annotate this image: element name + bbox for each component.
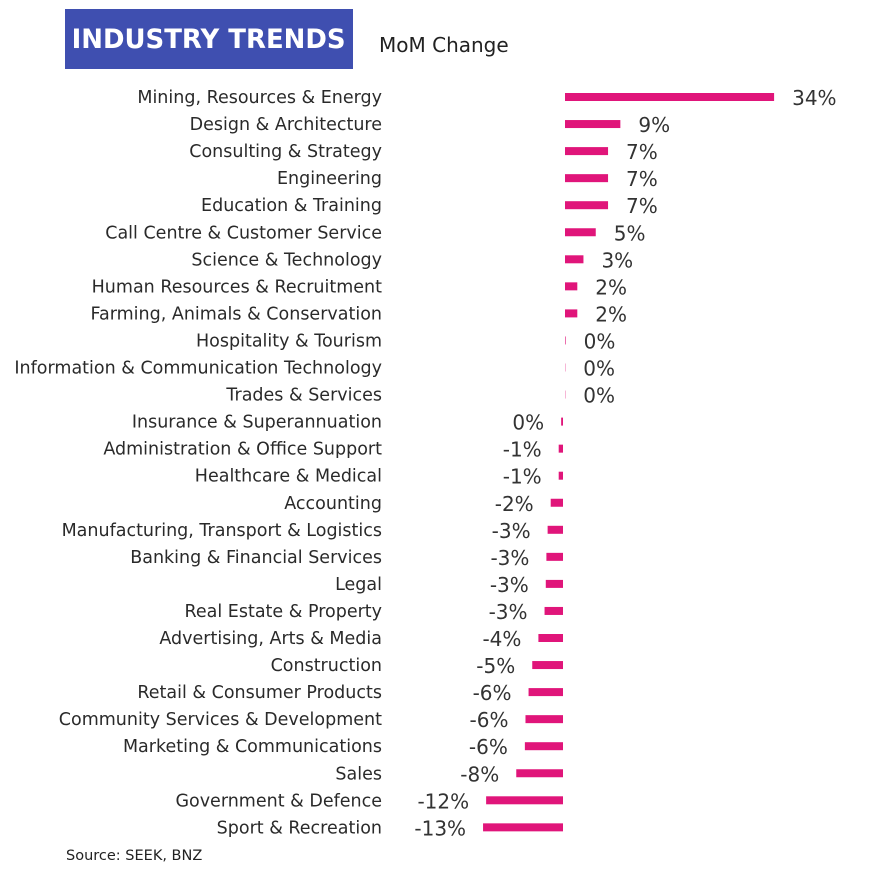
- bar: [565, 309, 578, 318]
- bar: [538, 634, 563, 642]
- category-label: Education & Training: [201, 196, 382, 216]
- category-label: Administration & Office Support: [103, 440, 382, 460]
- data-label: -6%: [469, 735, 508, 759]
- bar: [565, 120, 621, 129]
- data-label: 7%: [626, 167, 658, 191]
- bar: [565, 93, 775, 101]
- category-label: Hospitality & Tourism: [196, 331, 382, 351]
- category-label: Community Services & Development: [59, 710, 382, 730]
- data-label: 0%: [512, 411, 544, 435]
- category-label: Real Estate & Property: [185, 602, 383, 622]
- bar: [565, 201, 609, 210]
- bar: [516, 769, 563, 778]
- data-label: 0%: [584, 329, 616, 353]
- bar: [565, 174, 609, 183]
- category-label: Trades & Services: [225, 386, 382, 406]
- source-note: Source: SEEK, BNZ: [66, 848, 203, 864]
- data-label: -12%: [417, 789, 469, 813]
- data-label: -3%: [492, 519, 531, 543]
- bar: [545, 579, 563, 588]
- data-label: 2%: [595, 275, 627, 299]
- category-label: Engineering: [277, 169, 382, 189]
- category-label: Consulting & Strategy: [189, 142, 382, 162]
- category-label: Manufacturing, Transport & Logistics: [62, 521, 382, 541]
- data-label: 3%: [601, 248, 633, 272]
- bar: [565, 336, 566, 345]
- category-label: Marketing & Communications: [123, 737, 382, 757]
- bar: [561, 417, 563, 426]
- category-label: Insurance & Superannuation: [132, 413, 382, 433]
- bar: [528, 688, 563, 697]
- data-label: -4%: [482, 627, 521, 651]
- bar: [544, 606, 563, 615]
- data-label: -13%: [414, 816, 466, 840]
- category-label: Sport & Recreation: [217, 818, 382, 838]
- bar: [565, 255, 584, 264]
- data-label: -8%: [460, 762, 499, 786]
- category-label: Healthcare & Medical: [195, 467, 382, 487]
- bar: [483, 823, 563, 832]
- category-label: Sales: [335, 764, 382, 784]
- data-label: 34%: [792, 86, 836, 110]
- data-label: -1%: [503, 438, 542, 462]
- bar: [547, 525, 563, 534]
- data-label: -2%: [495, 492, 534, 516]
- data-label: -5%: [476, 654, 515, 678]
- data-label: 5%: [614, 221, 646, 245]
- category-label: Construction: [271, 656, 382, 676]
- data-label: 0%: [583, 357, 615, 381]
- category-label: Legal: [335, 575, 382, 595]
- data-label: 2%: [595, 302, 627, 326]
- bar: [565, 147, 609, 156]
- data-label: 9%: [638, 113, 670, 137]
- bar: [546, 552, 563, 561]
- category-label: Advertising, Arts & Media: [159, 629, 382, 649]
- category-label: Retail & Consumer Products: [137, 683, 382, 703]
- bar: [558, 444, 563, 453]
- chart-title-box: INDUSTRY TRENDS: [65, 9, 353, 69]
- category-label: Human Resources & Recruitment: [92, 277, 382, 297]
- bar: [524, 742, 563, 751]
- category-label: Mining, Resources & Energy: [137, 88, 382, 108]
- data-label: -3%: [489, 600, 528, 624]
- bar: [558, 471, 563, 480]
- category-label: Farming, Animals & Conservation: [91, 304, 382, 324]
- data-label: 7%: [626, 194, 658, 218]
- category-label: Information & Communication Technology: [14, 359, 382, 379]
- bar: [525, 715, 563, 724]
- data-label: 0%: [583, 384, 615, 408]
- category-label: Design & Architecture: [190, 115, 382, 135]
- data-label: -1%: [503, 465, 542, 489]
- chart-subtitle: MoM Change: [379, 33, 509, 57]
- category-label: Banking & Financial Services: [130, 548, 382, 568]
- category-label: Call Centre & Customer Service: [105, 223, 382, 243]
- data-label: -6%: [470, 708, 509, 732]
- bar: [565, 282, 578, 291]
- bar: [532, 661, 563, 670]
- data-label: -6%: [473, 681, 512, 705]
- bar: [550, 498, 563, 507]
- data-label: 7%: [626, 140, 658, 164]
- category-label: Government & Defence: [175, 791, 382, 811]
- category-label: Accounting: [284, 494, 382, 514]
- chart-title: INDUSTRY TRENDS: [72, 23, 346, 55]
- category-label: Science & Technology: [191, 250, 382, 270]
- bar: [565, 228, 596, 237]
- data-label: -3%: [490, 546, 529, 570]
- bar: [486, 796, 563, 805]
- data-label: -3%: [490, 573, 529, 597]
